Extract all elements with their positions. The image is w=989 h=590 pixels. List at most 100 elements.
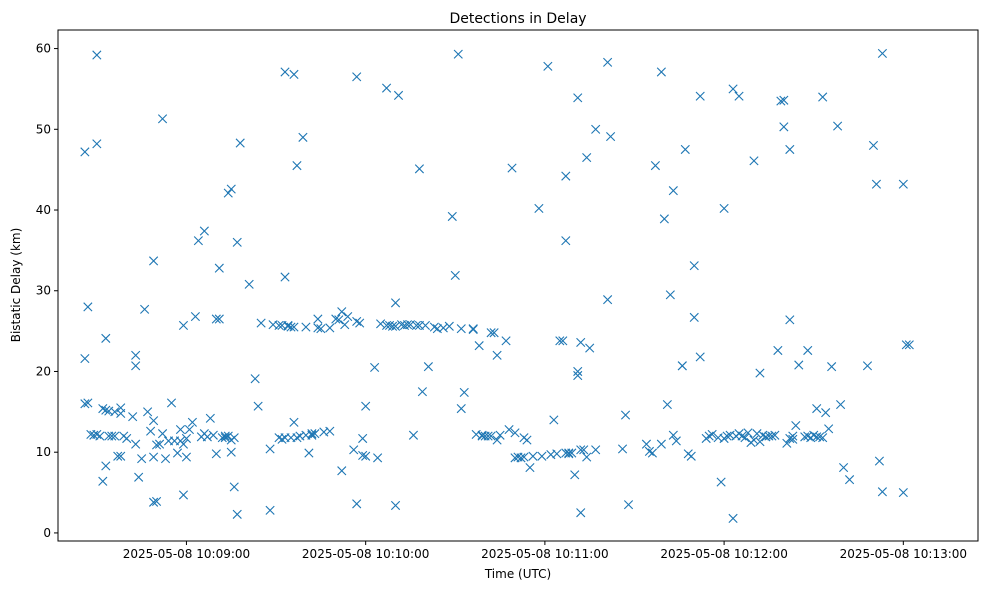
data-point <box>534 203 544 213</box>
data-point <box>525 462 535 473</box>
data-point <box>782 438 792 448</box>
data-point <box>313 314 323 324</box>
data-point <box>871 179 882 189</box>
data-point <box>211 449 221 459</box>
data-point <box>381 83 392 93</box>
data-point <box>208 430 218 440</box>
data-point <box>190 311 200 322</box>
data-point <box>80 353 90 364</box>
data-point <box>420 320 430 331</box>
data-point <box>707 429 717 440</box>
data-point <box>187 417 198 427</box>
data-point <box>184 425 195 435</box>
data-point <box>331 314 341 324</box>
data-point <box>220 433 230 443</box>
data-point <box>92 139 102 149</box>
data-point <box>564 448 574 458</box>
data-point <box>110 407 120 417</box>
data-point <box>131 350 141 360</box>
data-point <box>564 449 574 459</box>
data-point <box>728 84 738 94</box>
data-point <box>298 132 308 142</box>
data-point <box>131 361 141 371</box>
data-point <box>689 261 699 271</box>
data-point <box>101 333 111 343</box>
data-point <box>680 144 690 155</box>
data-point <box>110 431 120 441</box>
data-point <box>818 92 828 102</box>
data-point <box>719 203 729 213</box>
data-point <box>585 343 595 353</box>
data-point <box>214 263 224 273</box>
data-point <box>235 138 245 148</box>
data-point <box>358 450 368 461</box>
data-point <box>773 345 783 356</box>
data-point <box>677 361 687 371</box>
data-point <box>107 431 117 441</box>
data-point <box>137 454 147 464</box>
data-point <box>280 272 290 282</box>
data-point <box>408 430 419 440</box>
data-point <box>373 453 383 463</box>
data-point <box>387 321 398 331</box>
data-point <box>390 321 401 331</box>
data-point <box>492 350 502 360</box>
data-point <box>898 487 908 498</box>
data-point <box>283 320 293 331</box>
data-point <box>146 426 156 436</box>
data-point <box>223 188 233 198</box>
data-point <box>728 513 738 523</box>
data-point <box>265 444 275 454</box>
data-point <box>686 451 696 461</box>
data-point <box>402 320 413 330</box>
data-point <box>292 433 302 443</box>
data-point <box>95 431 105 441</box>
data-point <box>274 320 284 331</box>
data-point <box>148 452 159 462</box>
y-axis: 0 10 20 30 40 50 60 <box>36 42 58 540</box>
data-point <box>767 431 777 441</box>
data-point <box>582 152 592 163</box>
data-point <box>785 144 795 155</box>
data-point <box>558 336 568 346</box>
data-point <box>148 416 159 426</box>
data-point <box>671 436 681 446</box>
data-point <box>824 424 834 434</box>
data-point <box>576 445 586 455</box>
data-point <box>223 431 233 441</box>
data-point <box>501 336 511 346</box>
data-point <box>154 439 165 449</box>
data-point <box>307 430 317 440</box>
data-point <box>178 490 189 500</box>
data-point <box>116 403 126 413</box>
data-point <box>573 370 583 381</box>
data-point <box>301 322 311 332</box>
data-point <box>172 448 183 458</box>
data-point <box>202 432 212 442</box>
data-point <box>337 466 347 476</box>
data-point <box>232 237 242 247</box>
x-tick-label: 2025-05-08 10:09:00 <box>123 547 250 561</box>
data-point <box>83 398 93 408</box>
data-point <box>659 214 669 224</box>
data-point <box>390 500 401 511</box>
y-axis-label: Bistatic Delay (km) <box>9 228 23 343</box>
data-point <box>358 433 368 444</box>
data-point <box>214 314 224 324</box>
data-point <box>794 360 804 370</box>
data-point <box>489 328 499 338</box>
data-point <box>286 322 296 332</box>
data-point <box>134 472 144 482</box>
data-point <box>289 69 299 79</box>
data-point <box>543 61 553 71</box>
data-point <box>226 184 236 194</box>
data-point <box>122 433 132 444</box>
data-point <box>591 124 601 134</box>
data-point <box>650 161 660 171</box>
data-point <box>292 161 302 171</box>
data-point <box>749 156 759 166</box>
data-point <box>128 412 138 422</box>
data-point <box>92 50 102 60</box>
x-tick-label: 2025-05-08 10:13:00 <box>840 547 967 561</box>
data-point <box>148 497 159 507</box>
